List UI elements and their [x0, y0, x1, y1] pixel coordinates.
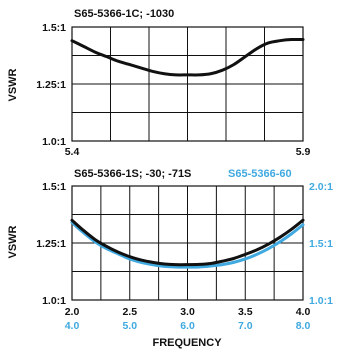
bottom-chart-title: S65-5366-1S; -30; -71S — [74, 168, 191, 180]
x-tick-label: 2.5 — [122, 306, 137, 318]
series-line-black — [70, 218, 305, 267]
bottom-chart-grid — [71, 185, 304, 301]
bottom-chart-y-tick-labels: 1.5:1 1.25:1 1.0:1 — [36, 181, 66, 307]
x-tick-label: 3.0 — [180, 306, 195, 318]
x-tick-label: 4.0 — [296, 306, 311, 318]
x-tick-label: 7.0 — [238, 320, 253, 332]
bottom-chart-series — [70, 218, 305, 269]
x-tick-label: 6.0 — [180, 320, 195, 332]
bottom-chart-secondary-x-tick-labels: 4.0 5.0 6.0 7.0 8.0 — [65, 320, 311, 332]
bottom-chart-x-tick-labels: 2.0 2.5 3.0 3.5 4.0 — [65, 306, 311, 318]
x-tick-label: 2.0 — [65, 306, 80, 318]
top-chart: S65-5366-1C; -1030 1.5:11.25:11.0:1 5.4 5… — [7, 8, 310, 158]
x-tick-label: 5.9 — [296, 146, 311, 158]
bottom-chart-legend-label: S65-5366-60 — [228, 168, 292, 180]
x-tick-label: 3.5 — [238, 306, 253, 318]
y-tick-label: 1.0:1 — [309, 295, 333, 307]
x-tick-label: 5.0 — [122, 320, 137, 332]
top-chart-series — [70, 37, 305, 77]
x-tick-label: 4.0 — [65, 320, 80, 332]
y-tick-label: 1.5:1 — [309, 238, 333, 250]
y-tick-label: 1.5:1 — [42, 181, 66, 193]
top-chart-x-tick-labels: 5.4 5.9 — [65, 146, 311, 158]
y-tick-label: 2.0:1 — [309, 181, 333, 193]
top-chart-y-axis-label: VSWR — [7, 68, 19, 101]
series-line-black — [70, 37, 305, 77]
top-chart-title: S65-5366-1C; -1030 — [74, 8, 174, 20]
x-tick-label: 5.4 — [65, 146, 80, 158]
y-tick-label: 1.25:1 — [36, 238, 66, 250]
y-tick-label: 1.5:1 — [42, 22, 66, 34]
y-tick-label: 1.0:1 — [42, 136, 66, 148]
bottom-chart-x-axis-label: FREQUENCY — [152, 337, 222, 349]
x-tick-label: 8.0 — [296, 320, 311, 332]
y-tick-label: 1.25:1 — [36, 79, 66, 91]
bottom-chart-y-axis-label: VSWR — [7, 225, 19, 258]
y-tick-label: 1.0:1 — [42, 295, 66, 307]
series-line-blue — [70, 220, 305, 269]
bottom-chart-secondary-y-tick-labels: 2.0:1 1.5:1 1.0:1 — [309, 181, 333, 307]
top-chart-y-tick-labels: 1.5:1 1.25:1 1.0:1 — [36, 22, 66, 148]
bottom-chart: S65-5366-1S; -30; -71S S65-5366-60 1.5:1… — [7, 168, 333, 349]
